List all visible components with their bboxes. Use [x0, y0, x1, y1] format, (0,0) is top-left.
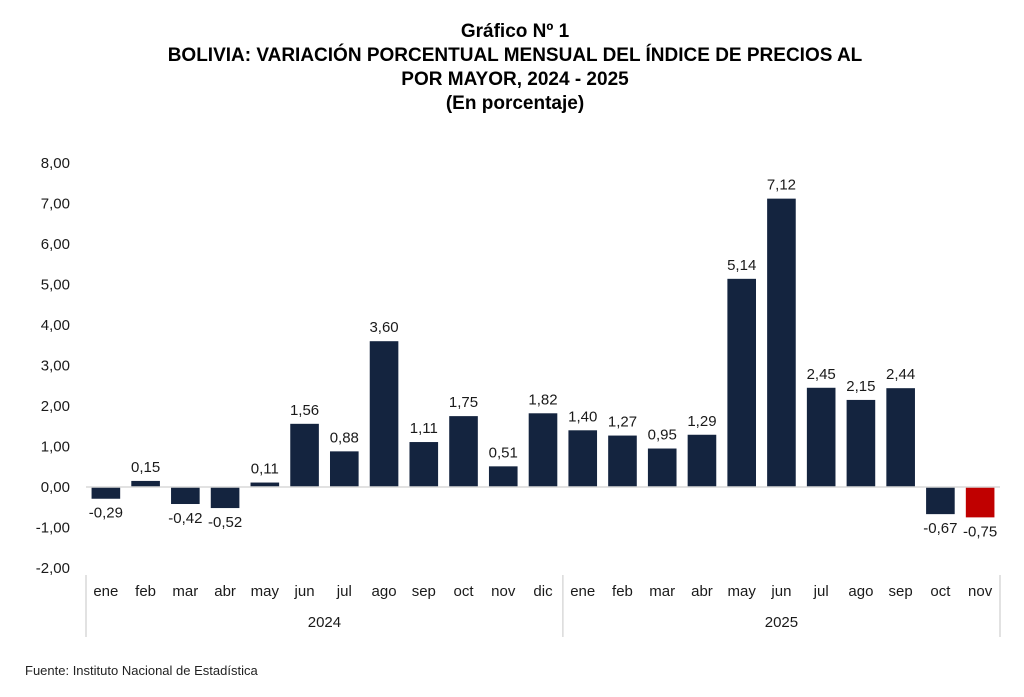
- data-label: 2,15: [846, 378, 875, 395]
- y-tick-label: 4,00: [41, 317, 70, 334]
- x-group-label: 2025: [765, 614, 798, 631]
- data-label: 1,82: [528, 391, 557, 408]
- chart-title: Gráfico Nº 1: [460, 21, 570, 42]
- bar-oct-2025: [926, 487, 955, 515]
- x-tick-label: dic: [533, 583, 553, 600]
- y-tick-label: 8,00: [41, 155, 70, 172]
- y-tick-label: 1,00: [41, 439, 70, 456]
- bar-mar-2024: [171, 487, 200, 505]
- data-label: 1,56: [290, 402, 319, 419]
- bar-ene-2025: [568, 430, 598, 487]
- y-tick-label: -1,00: [36, 520, 70, 537]
- x-tick-label: jul: [813, 583, 829, 600]
- data-label: 1,27: [608, 414, 637, 431]
- data-label: 7,12: [767, 177, 796, 194]
- bar-jun-2024: [290, 423, 319, 487]
- bar-may-2024: [250, 482, 280, 487]
- data-label: 2,44: [886, 366, 915, 383]
- x-tick-label: ago: [848, 583, 873, 600]
- x-tick-label: mar: [649, 583, 675, 600]
- x-tick-label: sep: [889, 583, 913, 600]
- x-tick-label: feb: [135, 583, 156, 600]
- y-tick-label: 2,00: [41, 398, 70, 415]
- x-tick-label: ene: [570, 583, 595, 600]
- bar-ago-2024: [369, 341, 399, 487]
- data-label: 2,45: [807, 366, 836, 383]
- x-tick-label: may: [728, 583, 757, 600]
- x-group-label: 2024: [308, 614, 341, 631]
- data-label: -0,29: [89, 505, 123, 522]
- bar-ene-2024: [91, 487, 121, 499]
- data-label: 0,11: [251, 461, 279, 478]
- chart-subtitle-line-2: POR MAYOR, 2024 - 2025: [401, 69, 629, 90]
- x-tick-label: ene: [93, 583, 118, 600]
- data-label: -0,67: [923, 520, 957, 537]
- data-label: -0,42: [168, 510, 202, 527]
- data-label: 1,75: [449, 394, 478, 411]
- x-tick-label: nov: [968, 583, 993, 600]
- x-tick-label: oct: [454, 583, 475, 600]
- bar-jul-2024: [329, 451, 359, 487]
- y-axis: 8,00 7,00 6,00 5,00 4,00 3,00 2,00 1,00 0,00 -1,0…: [36, 155, 70, 577]
- y-tick-label: -2,00: [36, 560, 70, 577]
- x-tick-label: feb: [612, 583, 633, 600]
- source-note: Fuente: Instituto Nacional de Estadístic…: [25, 663, 258, 678]
- bar-feb-2025: [608, 435, 637, 487]
- bar-dic-2024: [528, 413, 558, 487]
- bar-nov-2025: [965, 487, 995, 518]
- bars: [91, 198, 995, 518]
- data-label: -0,75: [963, 523, 997, 540]
- bar-sep-2024: [409, 442, 439, 487]
- bar-mar-2025: [647, 448, 677, 487]
- data-labels: -0,29 0,15 -0,42 -0,52 0,11 1,56 0,88 3,60 1,11 1…: [89, 177, 997, 541]
- y-tick-label: 5,00: [41, 277, 70, 294]
- bar-feb-2024: [131, 480, 160, 487]
- x-tick-label: mar: [172, 583, 198, 600]
- chart-title-block: Gráfico Nº 1 BOLIVIA: VARIACIÓN PORCENTU…: [0, 20, 1024, 116]
- x-tick-label: ago: [372, 583, 397, 600]
- x-tick-label: jun: [770, 583, 791, 600]
- x-tick-label: jul: [336, 583, 352, 600]
- x-tick-label: jun: [294, 583, 315, 600]
- data-label: 1,29: [687, 413, 716, 430]
- y-tick-label: 3,00: [41, 358, 70, 375]
- bar-jun-2025: [767, 198, 796, 487]
- data-label: 0,88: [330, 429, 359, 446]
- x-tick-label: oct: [930, 583, 951, 600]
- bar-nov-2024: [488, 466, 518, 487]
- bar-sep-2025: [886, 388, 915, 487]
- data-label: 3,60: [369, 319, 398, 336]
- data-label: 0,15: [131, 459, 160, 476]
- x-tick-label: may: [251, 583, 280, 600]
- x-tick-label: sep: [412, 583, 436, 600]
- bar-oct-2024: [449, 416, 478, 487]
- chart-subtitle-line-1: BOLIVIA: VARIACIÓN PORCENTUAL MENSUAL DE…: [167, 45, 863, 66]
- data-label: 5,14: [727, 257, 756, 274]
- x-tick-label: abr: [691, 583, 713, 600]
- bar-abr-2024: [210, 487, 240, 509]
- data-label: 1,40: [568, 408, 597, 425]
- y-tick-label: 0,00: [41, 479, 70, 496]
- data-label: 0,95: [648, 427, 677, 444]
- x-tick-label: abr: [214, 583, 236, 600]
- bar-abr-2025: [687, 434, 717, 487]
- data-label: -0,52: [208, 514, 242, 531]
- bar-may-2025: [727, 278, 757, 487]
- data-label: 1,11: [410, 420, 438, 437]
- bar-ago-2025: [846, 399, 876, 487]
- y-tick-label: 6,00: [41, 236, 70, 253]
- bar-jul-2025: [806, 387, 836, 487]
- chart-subtitle-line-3: (En porcentaje): [445, 93, 585, 114]
- data-label: 0,51: [489, 444, 518, 461]
- y-tick-label: 7,00: [41, 196, 70, 213]
- x-tick-label: nov: [491, 583, 516, 600]
- x-axis: ene feb mar abr may jun jul ago sep oct nov dic2024…: [85, 575, 1001, 637]
